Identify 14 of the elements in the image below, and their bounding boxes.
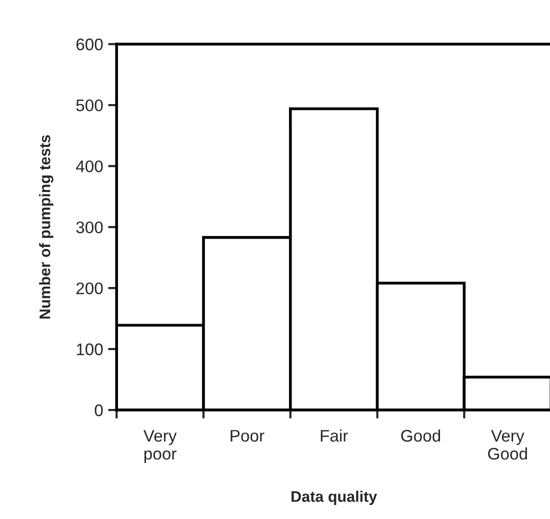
x-tick-label: Very Good: [488, 430, 527, 460]
x-tick-label: Very poor: [143, 430, 177, 463]
x-tick-label: Fair: [320, 429, 348, 442]
y-tick-label: 500: [76, 100, 103, 112]
y-tick-label: 100: [76, 343, 103, 356]
x-tick-label: Poor: [230, 430, 264, 442]
y-tick-label: 0: [94, 404, 103, 416]
y-tick-label: 300: [76, 221, 103, 234]
y-tick-label: 400: [76, 160, 103, 172]
x-axis-title: Data quality: [292, 490, 378, 505]
y-tick-label: 200: [76, 282, 103, 294]
y-axis-title: Number of pumping tests: [39, 135, 54, 319]
y-tick-label: 600: [76, 38, 103, 50]
x-tick-label: Good: [401, 429, 440, 442]
